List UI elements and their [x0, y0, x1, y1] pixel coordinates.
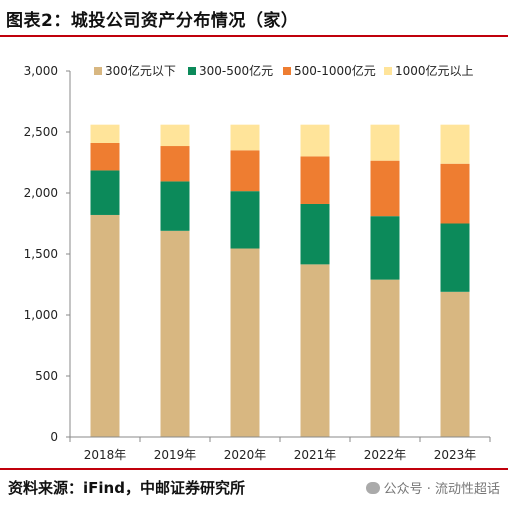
legend-label: 1000亿元以上 [395, 63, 474, 78]
bar-segment-4 [160, 124, 190, 147]
y-tick-label: 2,500 [24, 125, 58, 139]
bar-segment-1 [300, 264, 330, 437]
legend: 300亿元以下 300-500亿元 500-1000亿元 1000亿元以上 [94, 63, 474, 78]
bar-segment-3 [370, 160, 400, 217]
y-tick-label: 0 [50, 430, 58, 444]
y-tick-label: 500 [35, 369, 58, 383]
x-tick-label: 2023年 [434, 448, 477, 462]
chart-title: 图表2：城投公司资产分布情况（家） [6, 11, 299, 31]
bar-segment-1 [440, 291, 470, 437]
x-tick-label: 2019年 [154, 448, 197, 462]
legend-swatch [384, 67, 392, 75]
stacked-bar-chart: 300亿元以下 300-500亿元 500-1000亿元 1000亿元以上 0 500 1… [24, 63, 491, 462]
bar-segment-2 [440, 223, 470, 292]
watermark: 公众号 · 流动性超话 [365, 478, 500, 497]
bar-segment-2 [90, 170, 120, 215]
title-rule [0, 35, 508, 37]
bar-segment-4 [300, 124, 330, 157]
bar-segment-4 [230, 124, 260, 151]
bar-segment-4 [440, 124, 470, 164]
x-tick-label: 2018年 [84, 448, 127, 462]
bar-segment-4 [370, 124, 400, 161]
y-tick-label: 1,500 [24, 247, 58, 261]
bar-segment-2 [300, 203, 330, 265]
legend-label: 500-1000亿元 [294, 63, 376, 78]
bar-segment-4 [90, 124, 120, 143]
legend-swatch [94, 67, 102, 75]
bar-segment-2 [370, 216, 400, 280]
watermark-text: 公众号 · 流动性超话 [383, 482, 500, 497]
bar-segment-1 [160, 230, 190, 437]
bar-segment-3 [90, 142, 120, 171]
bar-segment-3 [230, 150, 260, 192]
x-tick-label: 2022年 [364, 448, 407, 462]
x-axis: 2018年 2019年 2020年 2021年 2022年 2023年 [69, 436, 491, 462]
legend-label: 300亿元以下 [105, 63, 176, 78]
y-tick-label: 1,000 [24, 308, 58, 322]
wechat-icon [365, 482, 380, 494]
bars [90, 124, 470, 437]
x-tick-label: 2020年 [224, 448, 267, 462]
y-axis: 0 500 1,000 1,500 2,000 2,500 3,000 [24, 64, 71, 444]
legend-label: 300-500亿元 [199, 63, 273, 78]
footer-rule [0, 468, 508, 470]
bar-segment-1 [230, 248, 260, 437]
legend-swatch [283, 67, 291, 75]
bar-segment-1 [370, 279, 400, 437]
bar-segment-3 [440, 163, 470, 224]
y-tick-label: 3,000 [24, 64, 58, 78]
bar-segment-1 [90, 214, 120, 437]
bar-segment-2 [230, 191, 260, 249]
y-tick-label: 2,000 [24, 186, 58, 200]
bar-segment-2 [160, 181, 190, 231]
source-note: 资料来源：iFind，中邮证券研究所 [8, 479, 245, 497]
bar-segment-3 [300, 156, 330, 204]
legend-swatch [188, 67, 196, 75]
bar-segment-3 [160, 146, 190, 182]
x-tick-label: 2021年 [294, 448, 337, 462]
